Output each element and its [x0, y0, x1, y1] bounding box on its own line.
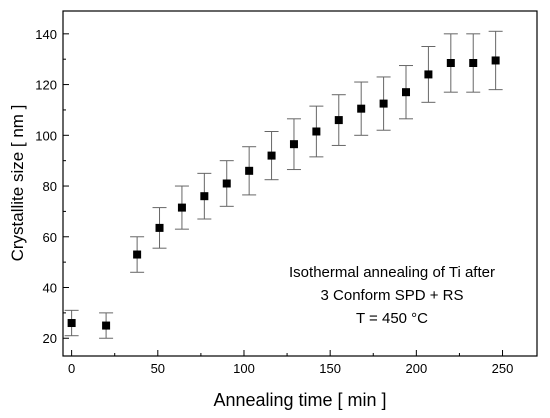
axis-ticks: 0 50 100 150 200 250 20 40 60 80 100 120 140 [35, 27, 513, 376]
plot-frame [62, 10, 538, 357]
data-point [312, 127, 321, 136]
data-point [222, 179, 231, 188]
x-tick-label-250: 250 [492, 361, 514, 376]
data-point [334, 116, 343, 125]
annotation-line-1: Isothermal annealing of Ti after [289, 264, 495, 281]
data-point [102, 321, 111, 330]
data-point [469, 59, 478, 68]
data-point [177, 203, 186, 212]
data-point [200, 192, 209, 201]
data-point [133, 250, 142, 259]
data-point [379, 99, 388, 108]
y-tick-label-100: 100 [35, 128, 57, 143]
data-point [67, 319, 76, 328]
y-axis-title: Crystallite size [ nm ] [8, 105, 27, 262]
data-point [491, 56, 500, 65]
annotation-line-3: T = 450 °C [356, 310, 428, 327]
data-point [155, 223, 164, 232]
data-markers [67, 56, 500, 330]
y-tick-label-120: 120 [35, 78, 57, 93]
data-point [267, 151, 276, 160]
data-point [289, 140, 298, 149]
x-tick-label-50: 50 [151, 361, 165, 376]
y-tick-label-20: 20 [43, 331, 57, 346]
x-tick-label-0: 0 [68, 361, 75, 376]
data-point [402, 88, 411, 97]
x-tick-label-200: 200 [405, 361, 427, 376]
data-point [357, 104, 366, 113]
y-tick-label-80: 80 [43, 179, 57, 194]
data-point [446, 59, 455, 68]
data-point [245, 166, 254, 175]
y-tick-label-60: 60 [43, 230, 57, 245]
x-tick-label-150: 150 [319, 361, 341, 376]
y-tick-label-140: 140 [35, 27, 57, 42]
x-axis-title: Annealing time [ min ] [213, 390, 386, 410]
data-point [424, 70, 433, 79]
x-tick-label-100: 100 [233, 361, 255, 376]
y-tick-label-40: 40 [43, 281, 57, 296]
annotation-line-2: 3 Conform SPD + RS [321, 287, 464, 304]
